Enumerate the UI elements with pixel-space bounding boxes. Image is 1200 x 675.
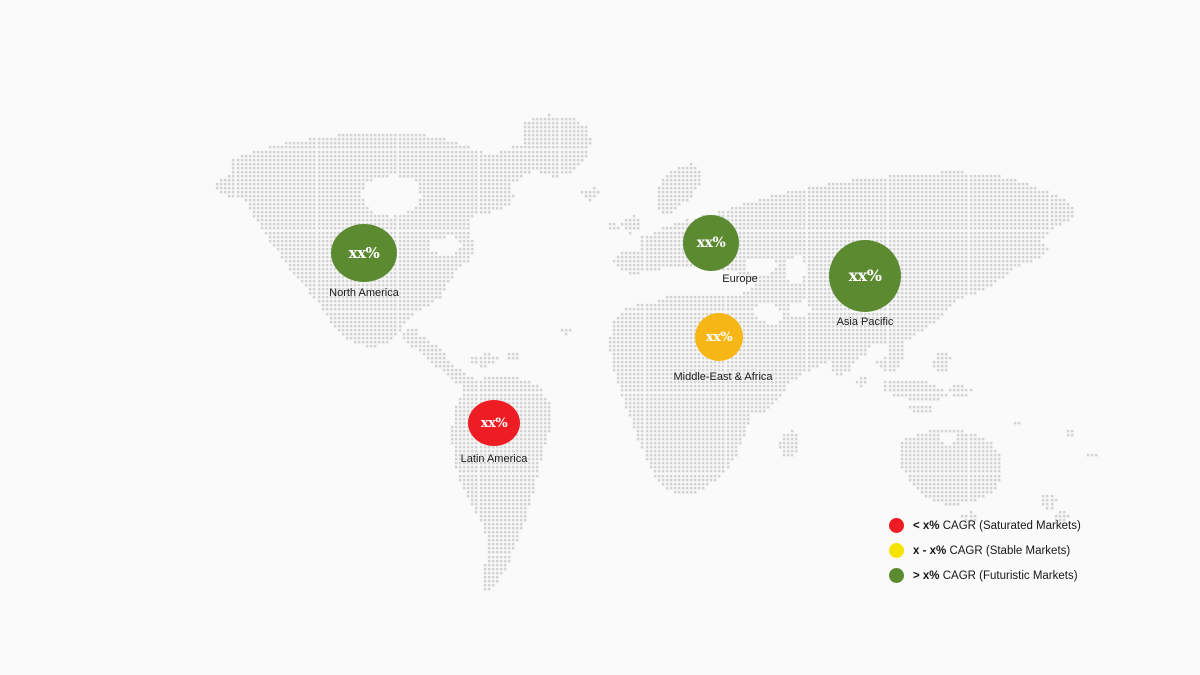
- region-bubble-europe[interactable]: xx%: [683, 215, 739, 271]
- region-value: xx%: [696, 235, 726, 251]
- region-value: xx%: [848, 266, 882, 285]
- region-value: xx%: [480, 415, 508, 431]
- legend-description-stable: CAGR (Stable Markets): [946, 544, 1071, 557]
- legend-label-saturated: < x% CAGR (Saturated Markets): [913, 520, 1081, 532]
- region-label-asia-pacific: Asia Pacific: [836, 316, 894, 328]
- legend-label-stable: x - x% CAGR (Stable Markets): [913, 545, 1070, 557]
- legend-description-futuristic: CAGR (Futuristic Markets): [939, 569, 1078, 582]
- region-label-north-america: North America: [329, 287, 399, 299]
- legend-operator-saturated: < x%: [913, 519, 940, 532]
- region-value: xx%: [705, 329, 733, 345]
- legend-label-futuristic: > x% CAGR (Futuristic Markets): [913, 570, 1078, 582]
- legend-swatch-saturated-icon: [889, 518, 904, 533]
- legend-swatch-stable-icon: [889, 543, 904, 558]
- region-bubble-middle-east-africa[interactable]: xx%: [695, 313, 743, 361]
- region-label-latin-america: Latin America: [460, 453, 528, 465]
- legend-item-stable: x - x% CAGR (Stable Markets): [889, 543, 1081, 558]
- region-bubble-latin-america[interactable]: xx%: [468, 400, 520, 446]
- region-label-europe: Europe: [722, 273, 758, 285]
- region-bubble-north-america[interactable]: xx%: [331, 224, 397, 282]
- region-bubble-asia-pacific[interactable]: xx%: [829, 240, 901, 312]
- legend-item-saturated: < x% CAGR (Saturated Markets): [889, 518, 1081, 533]
- legend-operator-stable: x - x%: [913, 544, 947, 557]
- legend-description-saturated: CAGR (Saturated Markets): [939, 519, 1081, 532]
- region-label-middle-east-africa: Middle-East & Africa: [673, 371, 773, 383]
- legend: < x% CAGR (Saturated Markets) x - x% CAGR…: [889, 518, 1081, 583]
- legend-item-futuristic: > x% CAGR (Futuristic Markets): [889, 568, 1081, 583]
- legend-operator-futuristic: > x%: [913, 569, 940, 582]
- legend-swatch-futuristic-icon: [889, 568, 904, 583]
- region-value: xx%: [348, 243, 380, 262]
